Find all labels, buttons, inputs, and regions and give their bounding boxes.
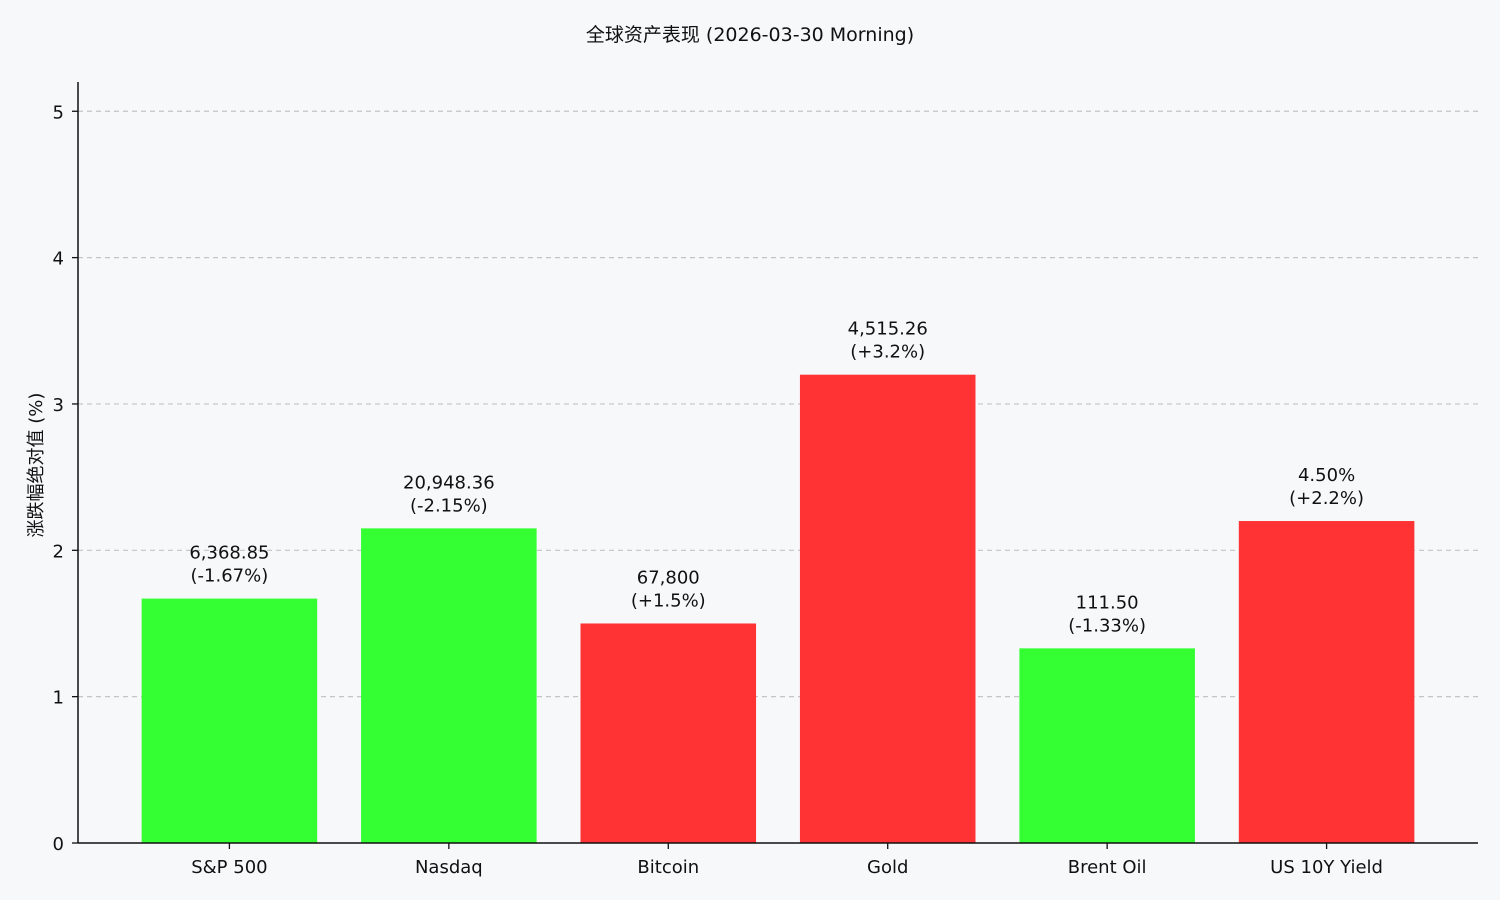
bar-price-label: 4,515.26 <box>848 319 928 340</box>
y-tick-label: 2 <box>53 541 64 562</box>
bar-gold <box>799 374 976 843</box>
bar-change-label: (-1.33%) <box>1068 615 1146 636</box>
bar-us-10y-yield <box>1238 521 1415 843</box>
x-tick-label: Brent Oil <box>1068 857 1147 878</box>
y-tick-label: 0 <box>53 834 64 855</box>
x-tick-label: Bitcoin <box>637 857 699 878</box>
bar-bitcoin <box>580 623 757 843</box>
bar-nasdaq <box>361 528 537 843</box>
bar-change-label: (+2.2%) <box>1289 488 1364 509</box>
y-tick-label: 1 <box>53 688 64 709</box>
bar-change-label: (+3.2%) <box>850 342 925 363</box>
bar-price-label: 111.50 <box>1076 592 1139 613</box>
bar-price-label: 6,368.85 <box>189 543 269 564</box>
y-tick-label: 4 <box>53 249 64 270</box>
x-tick-label: US 10Y Yield <box>1270 857 1383 878</box>
bar-change-label: (+1.5%) <box>631 590 706 611</box>
x-tick-label: S&P 500 <box>191 857 267 878</box>
bar-change-label: (-2.15%) <box>410 495 488 516</box>
y-tick-label: 3 <box>53 395 64 416</box>
bar-price-label: 67,800 <box>637 567 700 588</box>
chart-title: 全球资产表现 (2026-03-30 Morning) <box>585 24 915 46</box>
bar-brent-oil <box>1019 648 1195 843</box>
x-tick-label: Gold <box>867 857 908 878</box>
bar-price-label: 4.50% <box>1298 465 1355 486</box>
bar-s-p-500 <box>141 598 318 843</box>
y-tick-label: 5 <box>53 102 64 123</box>
bar-change-label: (-1.67%) <box>191 566 269 587</box>
x-tick-label: Nasdaq <box>415 857 483 878</box>
bar-price-label: 20,948.36 <box>403 472 495 493</box>
